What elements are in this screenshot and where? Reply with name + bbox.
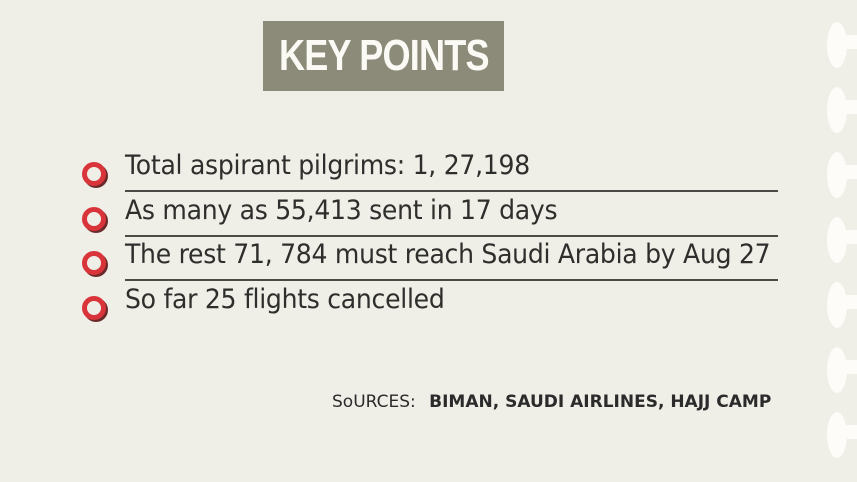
- ring-bullet-icon: [82, 251, 106, 275]
- binder-tab-icon: [827, 412, 857, 458]
- title-box: KEY POINTS: [263, 21, 504, 91]
- binder-tab-icon: [827, 87, 857, 133]
- binder-tab-icon: [827, 282, 857, 328]
- point-text: Total aspirant pilgrims: 1, 27,198: [125, 150, 530, 181]
- sources-line: SoURCES: BIMAN, SAUDI AIRLINES, HAJJ CAM…: [332, 392, 771, 412]
- divider: [125, 279, 778, 281]
- point-text: The rest 71, 784 must reach Saudi Arabia…: [125, 239, 771, 270]
- binder-tab-icon: [827, 347, 857, 393]
- ring-bullet-icon: [82, 207, 106, 231]
- list-item: Total aspirant pilgrims: 1, 27,198: [80, 148, 780, 192]
- list-item: So far 25 flights cancelled: [80, 282, 780, 322]
- binder-tab-icon: [827, 22, 857, 68]
- binder-tab-icon: [827, 217, 857, 263]
- divider: [125, 190, 778, 192]
- ring-bullet-icon: [82, 162, 106, 186]
- page-title: KEY POINTS: [278, 31, 489, 80]
- divider: [125, 235, 778, 237]
- sources-prefix: SoURCES:: [332, 392, 416, 412]
- list-item: The rest 71, 784 must reach Saudi Arabia…: [80, 237, 780, 281]
- list-item: As many as 55,413 sent in 17 days: [80, 193, 780, 237]
- binder-tab-icon: [827, 152, 857, 198]
- point-text: As many as 55,413 sent in 17 days: [125, 195, 558, 226]
- point-text: So far 25 flights cancelled: [125, 284, 445, 315]
- ring-bullet-icon: [82, 296, 106, 320]
- sources-list: BIMAN, SAUDI AIRLINES, HAJJ CAMP: [429, 392, 772, 412]
